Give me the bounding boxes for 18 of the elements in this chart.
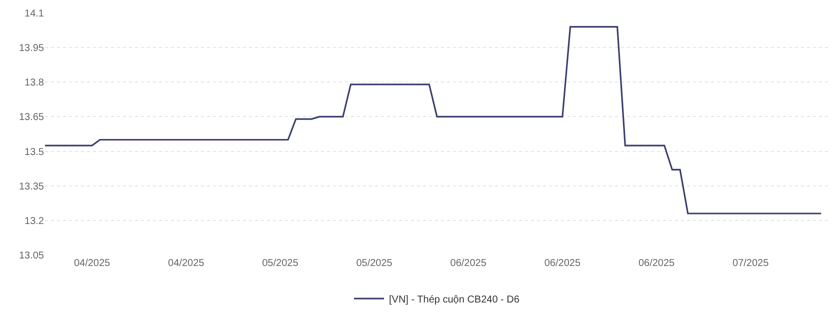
x-tick-label: 06/2025 [638, 258, 676, 269]
x-tick-label: 04/2025 [168, 258, 205, 269]
x-tick-label: 05/2025 [356, 258, 393, 269]
y-tick-label: 13.95 [18, 43, 44, 54]
y-tick-label: 13.35 [18, 181, 44, 192]
y-tick-label: 13.8 [24, 78, 44, 89]
x-tick-label: 04/2025 [74, 258, 111, 269]
legend-label: [VN] - Thép cuộn CB240 - D6 [389, 294, 520, 306]
line-series [45, 26, 822, 214]
y-tick-label: 14.1 [24, 8, 44, 20]
y-tick-label: 13.5 [24, 146, 44, 158]
x-tick-label: 06/2025 [544, 258, 581, 269]
y-tick-label: 13.2 [24, 216, 44, 227]
x-tick-label: 07/2025 [732, 258, 770, 269]
y-tick-label: 13.05 [18, 250, 44, 262]
x-tick-label: 05/2025 [262, 258, 299, 269]
y-tick-label: 13.65 [18, 112, 44, 124]
x-tick-label: 06/2025 [450, 258, 487, 269]
